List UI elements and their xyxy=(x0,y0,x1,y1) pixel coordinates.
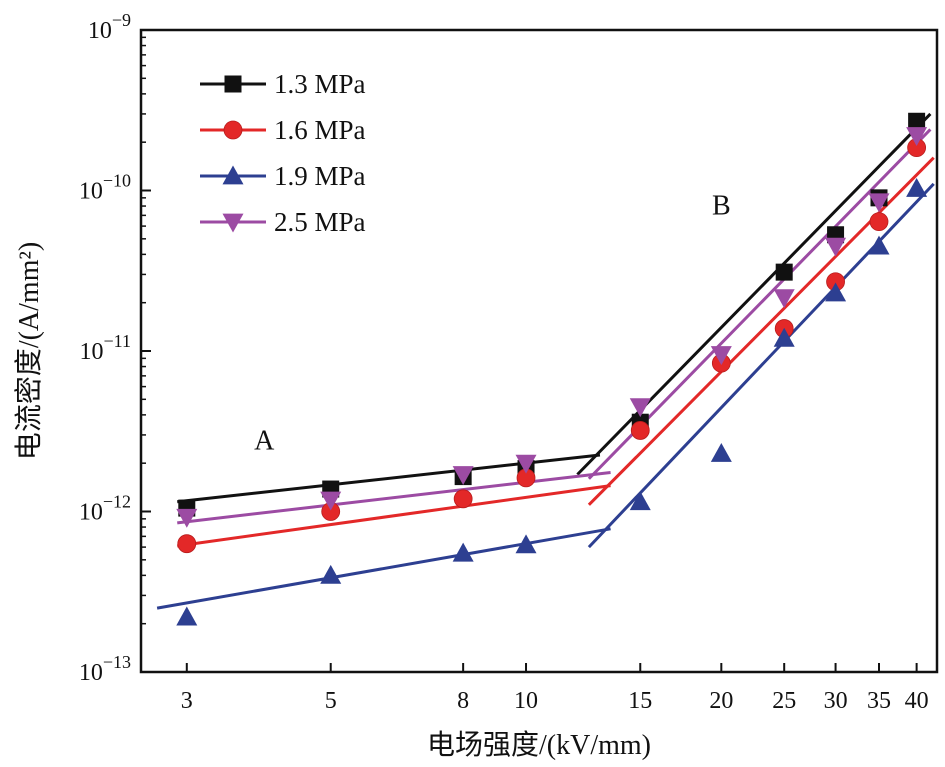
x-tick-label: 15 xyxy=(628,688,652,714)
data-markers xyxy=(176,112,928,626)
legend-label: 2.5 MPa xyxy=(274,207,366,237)
data-point-series-1 xyxy=(775,263,793,281)
data-point-series-3 xyxy=(773,327,795,347)
data-point-series-4 xyxy=(629,398,651,418)
fit-line-series-4-a xyxy=(177,471,611,525)
data-point-series-3 xyxy=(515,534,537,554)
data-point-series-3 xyxy=(176,606,198,626)
data-point-series-2 xyxy=(630,421,650,440)
data-point-series-4 xyxy=(515,454,537,474)
x-tick-label: 35 xyxy=(867,688,891,714)
data-point-series-4 xyxy=(710,346,732,366)
data-point-series-2 xyxy=(177,534,197,554)
data-point-series-3 xyxy=(868,235,890,255)
legend-marker xyxy=(222,165,244,185)
x-tick-label: 8 xyxy=(457,688,469,714)
fit-line-series-2-a xyxy=(177,484,611,548)
x-tick-label: 20 xyxy=(709,688,733,714)
data-point-series-2 xyxy=(453,489,473,509)
x-axis-title: 电场强度/(kV/mm) xyxy=(427,729,651,761)
y-axis-title: 电流密度/(A/mm²) xyxy=(13,242,45,460)
data-point-series-4 xyxy=(176,508,198,528)
legend-marker xyxy=(224,75,242,93)
data-point-series-2 xyxy=(869,212,889,232)
annotations: AB xyxy=(254,190,730,456)
data-point-series-3 xyxy=(320,564,342,584)
fit-line-series-3-a xyxy=(156,527,611,610)
data-point-series-4 xyxy=(320,491,342,511)
legend-label: 1.9 MPa xyxy=(274,161,366,191)
legend-label: 1.3 MPa xyxy=(274,69,366,99)
data-point-series-3 xyxy=(629,491,651,511)
region-label: B xyxy=(712,190,731,221)
legend-marker xyxy=(223,120,243,140)
x-tick-label: 25 xyxy=(772,688,796,714)
region-label: A xyxy=(254,426,275,457)
x-tick-label: 30 xyxy=(824,688,848,714)
x-tick-label: 10 xyxy=(514,688,538,714)
data-point-series-1 xyxy=(908,112,926,130)
data-point-series-4 xyxy=(906,127,928,147)
data-point-series-4 xyxy=(452,466,474,486)
legend-marker xyxy=(222,213,244,233)
data-point-series-4 xyxy=(773,289,795,309)
data-point-series-3 xyxy=(710,442,732,462)
data-point-series-4 xyxy=(868,193,890,213)
data-point-series-3 xyxy=(906,177,928,197)
legend-label: 1.6 MPa xyxy=(274,115,366,145)
legend: 1.3 MPa 1.6 MPa 1.9 MPa 2.5 MPa xyxy=(200,69,366,237)
x-tick-label: 5 xyxy=(325,688,337,714)
data-point-series-4 xyxy=(825,237,847,257)
data-point-series-3 xyxy=(452,542,474,562)
data-point-series-3 xyxy=(825,282,847,302)
x-tick-label: 40 xyxy=(905,688,929,714)
x-tick-label: 3 xyxy=(181,688,193,714)
